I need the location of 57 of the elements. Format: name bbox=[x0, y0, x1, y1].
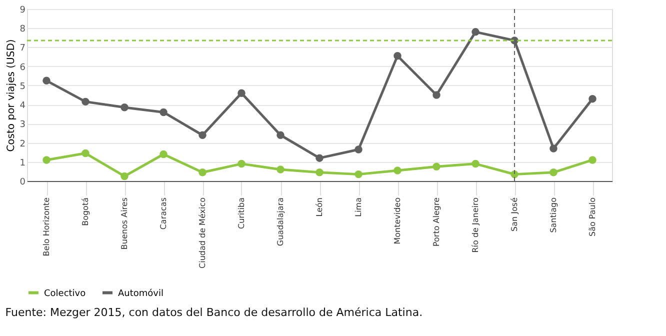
y-tick-label: 4 bbox=[20, 101, 26, 112]
legend-label: Automóvil bbox=[118, 288, 164, 299]
x-tick-label: Río de Janeiro bbox=[471, 197, 480, 253]
point bbox=[354, 170, 362, 178]
point bbox=[394, 52, 402, 60]
point bbox=[472, 28, 480, 36]
point bbox=[82, 149, 90, 158]
x-tick-label: Bogotá bbox=[81, 197, 90, 226]
x-tick-label: Lima bbox=[354, 197, 363, 217]
x-tick-label: Ciudad de México bbox=[198, 197, 207, 268]
y-axis-title: Costo por viajes (USD) bbox=[6, 39, 17, 152]
y-tick-label: 5 bbox=[20, 82, 26, 92]
point bbox=[42, 156, 50, 164]
x-tick-label: Porto Alegre bbox=[432, 197, 441, 247]
point bbox=[160, 150, 168, 158]
point bbox=[316, 154, 324, 162]
x-tick-label: Montevideo bbox=[393, 197, 402, 244]
y-tick-label: 8 bbox=[20, 24, 26, 35]
point bbox=[432, 162, 440, 171]
y-tick-label: 0 bbox=[20, 178, 26, 188]
point bbox=[238, 89, 246, 97]
y-tick-label: 3 bbox=[20, 120, 26, 130]
y-tick-label: 6 bbox=[20, 62, 26, 73]
point bbox=[120, 104, 128, 112]
x-tick-label: León bbox=[315, 198, 324, 217]
point bbox=[276, 131, 284, 139]
point bbox=[316, 168, 324, 176]
point bbox=[120, 172, 128, 180]
y-tick-label: 2 bbox=[20, 139, 26, 150]
point bbox=[82, 98, 90, 106]
x-tick-label: Curitiba bbox=[237, 197, 246, 230]
point bbox=[160, 108, 168, 116]
x-tick-label: San José bbox=[510, 197, 519, 232]
point bbox=[588, 156, 596, 164]
y-tick-label: 1 bbox=[20, 158, 26, 168]
point bbox=[42, 76, 50, 85]
point bbox=[198, 131, 206, 139]
x-tick-label: Caracas bbox=[159, 198, 168, 230]
x-tick-label: São Paulo bbox=[588, 197, 597, 236]
point bbox=[394, 166, 402, 174]
y-tick-label: 9 bbox=[20, 6, 26, 16]
source-note: Fuente: Mezger 2015, con datos del Banco de desarrollo de América Latina. bbox=[5, 306, 423, 319]
x-tick-label: Santiago bbox=[549, 197, 558, 233]
point bbox=[276, 166, 284, 174]
point bbox=[432, 91, 440, 99]
point bbox=[354, 146, 362, 154]
x-tick-label: Belo Horizonte bbox=[42, 197, 51, 256]
x-tick-label: Guadalajara bbox=[276, 197, 285, 246]
point bbox=[550, 168, 558, 176]
point bbox=[472, 160, 480, 168]
point bbox=[238, 160, 246, 168]
legend-label: Colectivo bbox=[44, 288, 86, 299]
point bbox=[588, 94, 596, 103]
point bbox=[198, 168, 206, 176]
point bbox=[550, 144, 558, 152]
y-tick-label: 7 bbox=[20, 44, 26, 54]
x-tick-label: Buenos Aires bbox=[120, 198, 129, 250]
